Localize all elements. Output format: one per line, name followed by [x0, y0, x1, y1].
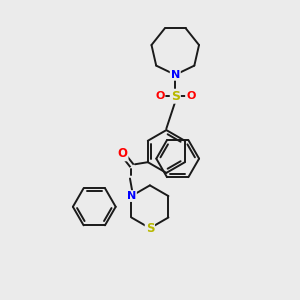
Text: O: O [186, 91, 195, 101]
Text: O: O [118, 147, 128, 161]
Text: N: N [171, 70, 180, 80]
Text: O: O [155, 91, 164, 101]
Text: N: N [127, 191, 136, 201]
Text: S: S [171, 90, 180, 103]
Text: S: S [146, 222, 154, 235]
